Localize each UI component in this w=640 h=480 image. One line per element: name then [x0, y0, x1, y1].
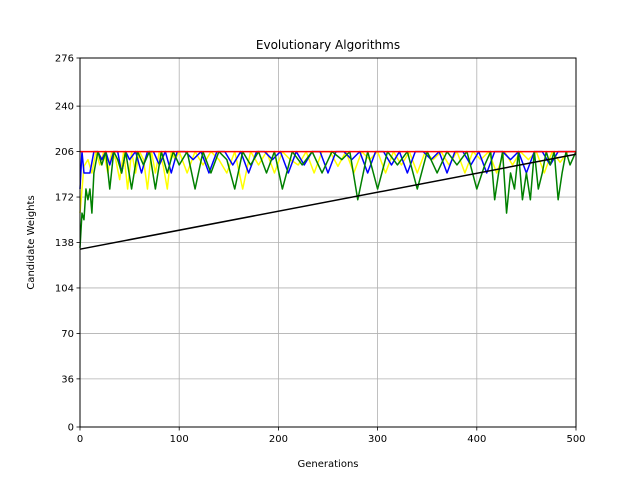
y-tick-label: 172 — [55, 193, 74, 204]
y-tick-label: 0 — [68, 423, 74, 434]
x-tick-label: 200 — [269, 434, 288, 445]
y-tick-label: 104 — [55, 283, 74, 294]
y-tick-label: 240 — [55, 102, 74, 113]
x-tick-label: 100 — [170, 434, 189, 445]
chart-title: Evolutionary Algorithms — [256, 38, 400, 52]
series-layer — [79, 150, 577, 250]
x-tick-label: 500 — [566, 434, 585, 445]
y-tick-label: 206 — [55, 147, 74, 158]
x-axis-label: Generations — [298, 459, 359, 470]
series-line-5 — [79, 153, 577, 250]
ticks: 0 100 200 300 400 500 0 36 70 104 138 172 206 240 276 — [55, 54, 586, 446]
y-axis-label: Candidate Weights — [26, 195, 37, 289]
y-tick-label: 36 — [61, 374, 74, 385]
x-tick-label: 400 — [467, 434, 486, 445]
x-tick-label: 300 — [368, 434, 387, 445]
x-tick-label: 0 — [77, 434, 83, 445]
y-tick-label: 276 — [55, 54, 74, 65]
y-tick-label: 138 — [55, 238, 74, 249]
y-tick-label: 70 — [61, 329, 74, 340]
